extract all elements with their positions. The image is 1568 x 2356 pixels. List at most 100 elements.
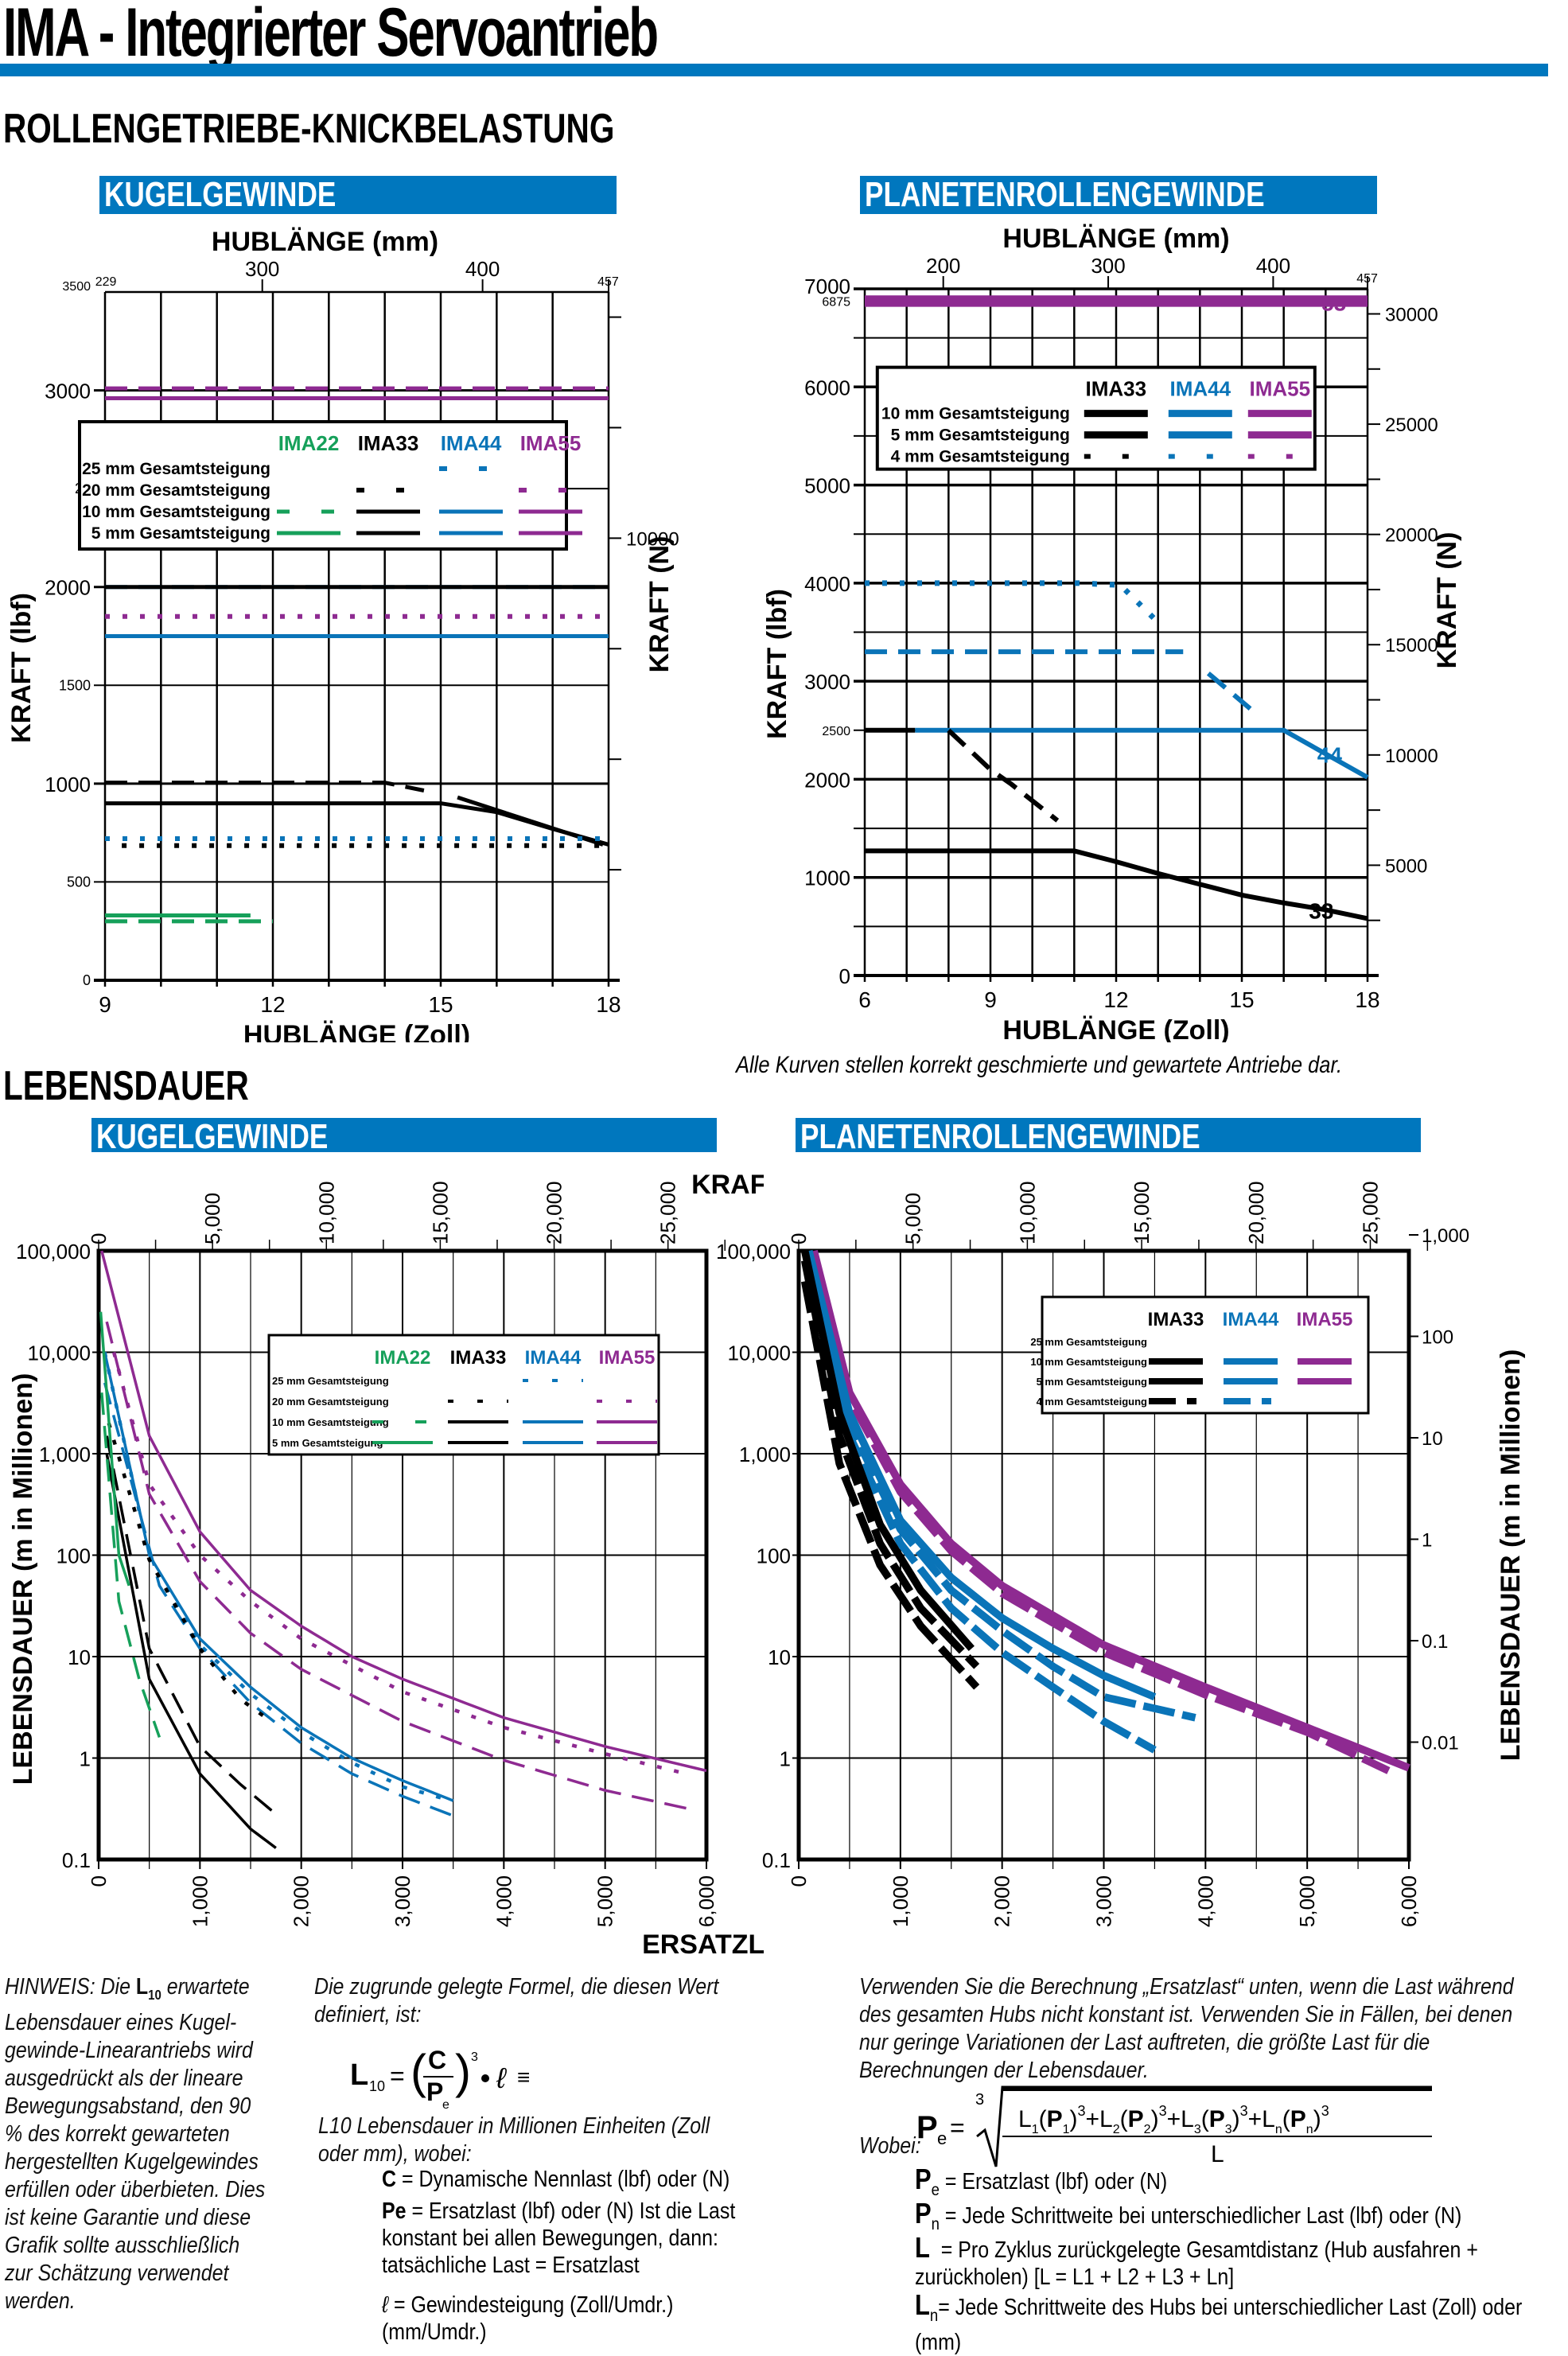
page-title: IMA - Integrierter Servoantrieb <box>3 0 659 71</box>
x-tick-label: 6,000 <box>695 1875 718 1927</box>
y2-axis-title: LEBENSDAUER (m in Millionen) <box>1496 1349 1526 1762</box>
y-tick-label: 0.1 <box>762 1848 791 1872</box>
y-axis-title: LEBENSDAUER (m in Millionen) <box>8 1373 38 1785</box>
series-line-ima22 <box>99 1311 130 1587</box>
y-tick-label: 3000 <box>45 380 91 403</box>
y-tick-label: 2000 <box>804 768 850 792</box>
legend-row-label: 5 mm Gesamtsteigung <box>1037 1376 1147 1388</box>
legend-row-label: 25 mm Gesamtsteigung <box>1030 1336 1147 1348</box>
y-tick-label: 10 <box>68 1645 91 1669</box>
series-line-ima33 <box>105 1453 277 1849</box>
x2-tick-label: 0 <box>787 1233 811 1244</box>
x2-tick-label: 25,000 <box>656 1181 680 1244</box>
svg-text:L1(P1)3+L2(P2)3+L3(P3)3+Ln(Pn): L1(P1)3+L2(P2)3+L3(P3)3+Ln(Pn)3 <box>1018 2103 1329 2136</box>
legend-model-ima44: IMA44 <box>525 1347 582 1369</box>
y2-tick-label: 0.01 <box>1422 1733 1459 1754</box>
y2-tick-label: 10000 <box>626 528 679 550</box>
y-tick-label: 500 <box>67 874 91 890</box>
x2-tick-label: 10,000 <box>314 1181 338 1244</box>
series-line-ima33 <box>105 781 425 792</box>
y2-tick-label: 15000 <box>1385 635 1438 656</box>
legend-model-ima44: IMA44 <box>441 431 502 455</box>
x2-tick-label: 457 <box>1356 272 1378 286</box>
y-tick-label: 0 <box>839 964 850 988</box>
x-tick-label: 4,000 <box>492 1875 516 1927</box>
x-tick-label: 3,000 <box>391 1875 414 1927</box>
definition2-L: L = Pro Zyklus zurückgelegte Gesamtdista… <box>915 2231 1478 2291</box>
y-tick-label: 100,000 <box>716 1240 791 1264</box>
x2-tick-label: 400 <box>1256 254 1290 278</box>
series-line-ima33 <box>800 1280 980 1690</box>
annotation-55: 55 <box>1321 290 1346 315</box>
svg-text:(: ( <box>410 2045 426 2098</box>
y-tick-label: 100,000 <box>16 1240 91 1264</box>
x-tick-label: 15 <box>1229 987 1254 1012</box>
x-tick-label: 4,000 <box>1193 1875 1217 1927</box>
section-title-life: LEBENSDAUER <box>3 1063 249 1109</box>
legend-row-label: 4 mm Gesamtsteigung <box>891 448 1070 466</box>
legend-model-ima55: IMA55 <box>1297 1309 1353 1330</box>
x-tick-label: 12 <box>1103 987 1128 1012</box>
definition-lead: ℓ = Gewindesteigung (Zoll/Umdr.) (mm/Umd… <box>382 2292 765 2346</box>
y-tick-label: 6875 <box>822 295 850 309</box>
y-tick-label: 3500 <box>62 280 91 294</box>
y2-tick-label: 1 <box>1422 1530 1432 1552</box>
chart-life-ball: 0 1,000 2,000 3,000 4,000 5,000 6,000 0 5,000 10,… <box>8 1170 764 1960</box>
y2-tick-label: 5000 <box>1385 855 1427 877</box>
plot-frame <box>796 1248 1411 1862</box>
y-tick-label: 4000 <box>804 572 850 596</box>
x-tick-label: 12 <box>260 992 285 1017</box>
series-line-ima55 <box>105 1321 687 1810</box>
svg-text:3: 3 <box>975 2091 984 2109</box>
legend-row-label: 10 mm Gesamtsteigung <box>1030 1356 1147 1368</box>
svg-text:L: L <box>1211 2141 1224 2167</box>
series-line-ima44 <box>103 1382 454 1817</box>
legend-row-label: 20 mm Gesamtsteigung <box>82 481 270 500</box>
wobei-label: Wobei: <box>859 2133 921 2159</box>
y-tick-label: 0 <box>83 972 91 988</box>
series-line-ima33 <box>865 848 1368 921</box>
buckling-note: Alle Kurven stellen korrekt geschmierte … <box>736 1052 1343 1078</box>
x-tick-label: 9 <box>984 987 997 1012</box>
definition-Pe: Pe = Ersatzlast (lbf) oder (N) Ist die L… <box>382 2198 765 2279</box>
legend-row-label: 25 mm Gesamtsteigung <box>82 460 270 478</box>
y2-tick-label: 20000 <box>1385 525 1438 547</box>
series-line-ima44 <box>805 1254 1196 1722</box>
chart-life-roller: 0 1,000 2,000 3,000 4,000 5,000 6,000 0 5,000 10,… <box>716 1181 1526 1927</box>
y2-axis-title: KRAFT (N) <box>644 536 675 673</box>
legend-row-label: 4 mm Gesamtsteigung <box>1037 1396 1147 1408</box>
chart-title: PLANETENROLLENGEWINDE <box>800 1118 1200 1152</box>
definition-Pe-text: = Ersatzlast (lbf) oder (N) Ist die Last… <box>382 2198 736 2278</box>
chart-header-ball-buckling: KUGELGEWINDE <box>99 176 617 214</box>
legend-row-label: 25 mm Gesamtsteigung <box>272 1375 389 1387</box>
x2-tick-label: 200 <box>926 254 960 278</box>
series-line-ima44 <box>865 580 1161 625</box>
legend-row-label: 10 mm Gesamtsteigung <box>82 503 270 521</box>
svg-text:): ) <box>455 2045 471 2098</box>
definition-lead-text: = Gewindesteigung (Zoll/Umdr.) (mm/Umdr.… <box>382 2292 674 2345</box>
y2-tick-label: 25000 <box>1385 415 1438 436</box>
legend-model-ima55: IMA55 <box>1250 377 1311 401</box>
svg-text:P: P <box>916 2110 938 2145</box>
x-tick-label: 9 <box>99 992 111 1017</box>
x2-tick-label: 5,000 <box>901 1193 925 1244</box>
definition2-L-text: = Pro Zyklus zurückgelegte Gesamtdistanz… <box>915 2237 1478 2290</box>
svg-text:10: 10 <box>369 2078 385 2094</box>
x2-tick-label: 10,000 <box>1015 1181 1039 1244</box>
y-tick-label: 5000 <box>804 474 850 498</box>
x2-tick-label: 15,000 <box>1130 1181 1154 1244</box>
chart-title: KUGELGEWINDE <box>96 1118 329 1152</box>
definition-C-text: = Dynamische Nennlast (lbf) oder (N) <box>401 2167 730 2192</box>
formula-L10: L 10 = ( C P e ) 3 ℓ ≡ <box>350 2045 530 2112</box>
definition2-Pn-text: = Jede Schrittweite bei unterschiedliche… <box>944 2203 1462 2229</box>
svg-text:≡: ≡ <box>517 2065 530 2089</box>
x2-tick-label: 20,000 <box>1244 1181 1268 1244</box>
hinweis-rest: erwartete Lebensdauer eines Kugel-gewind… <box>5 1974 266 2314</box>
x-axis-title: HUBLÄNGE (Zoll) <box>1002 1015 1229 1042</box>
y-tick-label: 1 <box>780 1747 791 1771</box>
chart-buckling-roller: 6 9 12 15 18 200 300 400 457 0 1000 2000 2500 3000 400… <box>764 224 1462 1042</box>
y2-tick-label: 10000 <box>1385 746 1438 767</box>
title-rule <box>0 64 1548 76</box>
series-line-ima22 <box>100 1392 161 1739</box>
y-tick-label: 0.1 <box>62 1848 91 1872</box>
